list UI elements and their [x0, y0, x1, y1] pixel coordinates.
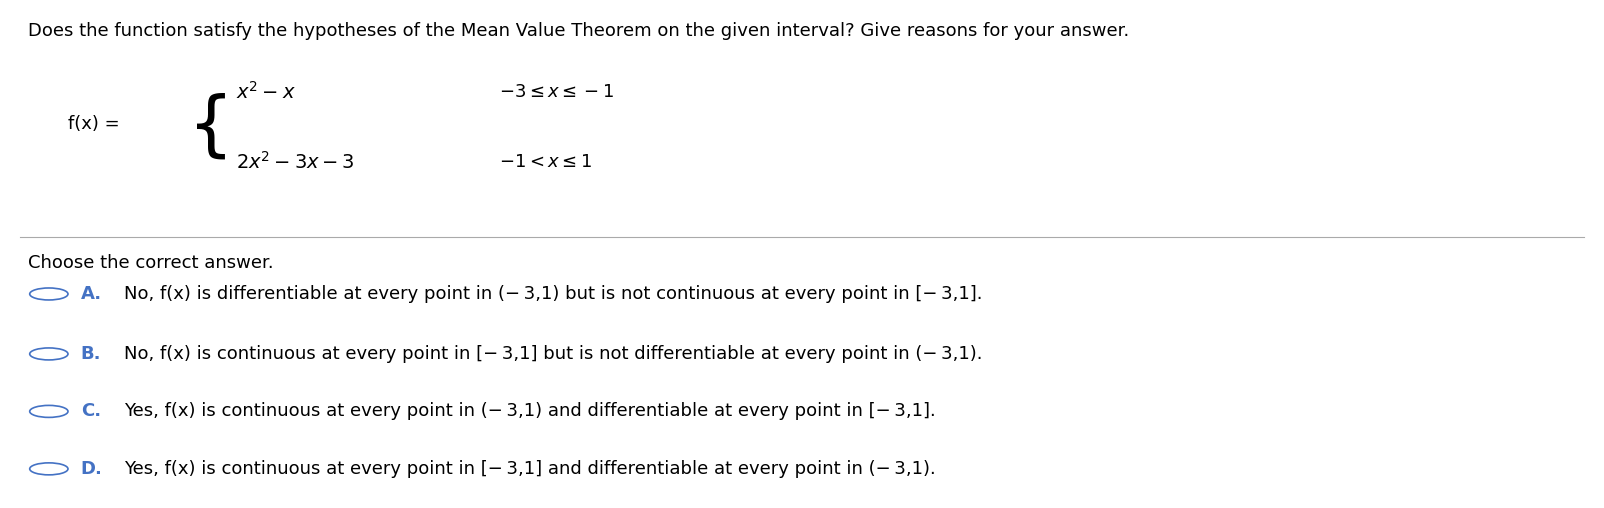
Text: B.: B. [80, 345, 101, 363]
Text: $x^2 - x$: $x^2 - x$ [236, 81, 295, 103]
Text: No, f(x) is continuous at every point in [− 3,1] but is not differentiable at ev: No, f(x) is continuous at every point in… [124, 345, 982, 363]
Text: No, f(x) is differentiable at every point in (− 3,1) but is not continuous at ev: No, f(x) is differentiable at every poin… [124, 285, 982, 303]
Text: C.: C. [80, 402, 101, 421]
Text: Yes, f(x) is continuous at every point in (− 3,1) and differentiable at every po: Yes, f(x) is continuous at every point i… [124, 402, 935, 421]
Text: Does the function satisfy the hypotheses of the Mean Value Theorem on the given : Does the function satisfy the hypotheses… [29, 22, 1129, 40]
Text: $2x^2 - 3x - 3$: $2x^2 - 3x - 3$ [236, 150, 354, 173]
Text: $-1 < x \leq 1$: $-1 < x \leq 1$ [499, 152, 592, 171]
Text: D.: D. [80, 460, 103, 478]
Text: Choose the correct answer.: Choose the correct answer. [29, 254, 274, 272]
Text: A.: A. [80, 285, 103, 303]
Text: f(x) =: f(x) = [67, 115, 120, 133]
Text: {: { [188, 92, 234, 161]
Text: Yes, f(x) is continuous at every point in [− 3,1] and differentiable at every po: Yes, f(x) is continuous at every point i… [124, 460, 935, 478]
Text: $-3 \leq x \leq -1$: $-3 \leq x \leq -1$ [499, 83, 614, 101]
